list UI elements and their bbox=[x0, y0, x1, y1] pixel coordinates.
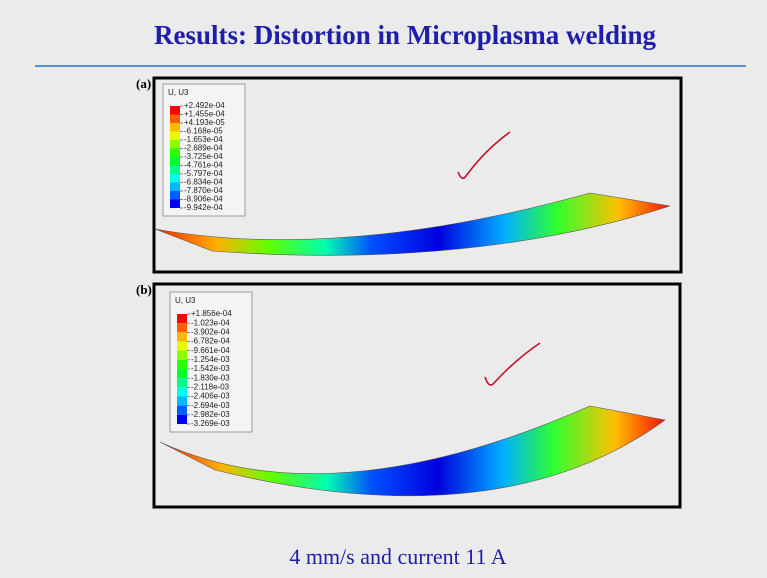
legend-swatch bbox=[170, 140, 180, 149]
legend-value: -1.254e-03 bbox=[191, 355, 230, 364]
legend-swatch bbox=[177, 387, 187, 396]
legend-swatch bbox=[177, 415, 187, 424]
legend-swatch bbox=[177, 351, 187, 360]
slide: Results: Distortion in Microplasma weldi… bbox=[0, 0, 767, 578]
legend-value: -1.023e-04 bbox=[191, 318, 230, 327]
legend-swatch bbox=[170, 191, 180, 200]
legend-title: U, U3 bbox=[168, 88, 189, 97]
legend-value: -9.661e-04 bbox=[191, 346, 230, 355]
legend-value: +1.856e-04 bbox=[191, 309, 232, 318]
legend-swatch bbox=[177, 314, 187, 323]
panel-label: (b) bbox=[136, 282, 152, 297]
legend-value: -2.406e-03 bbox=[191, 392, 230, 401]
legend-swatch bbox=[170, 132, 180, 141]
legend-swatch bbox=[170, 106, 180, 115]
legend-value: -2.982e-03 bbox=[191, 410, 230, 419]
legend-swatch bbox=[170, 115, 180, 124]
legend-swatch bbox=[177, 342, 187, 351]
panel-label: (a) bbox=[136, 76, 151, 91]
legend-value: -2.694e-03 bbox=[191, 401, 230, 410]
legend-swatch bbox=[177, 369, 187, 378]
legend-value: -1.542e-03 bbox=[191, 364, 230, 373]
legend-swatch bbox=[177, 323, 187, 332]
legend-value: -2.118e-03 bbox=[191, 382, 230, 391]
slide-title: Results: Distortion in Microplasma weldi… bbox=[154, 20, 657, 50]
legend-swatch bbox=[170, 123, 180, 132]
legend-swatch bbox=[170, 200, 180, 209]
legend-swatch bbox=[177, 406, 187, 415]
legend-swatch bbox=[177, 332, 187, 341]
legend-value: -3.902e-04 bbox=[191, 327, 230, 336]
legend-swatch bbox=[177, 360, 187, 369]
legend-value: -3.269e-03 bbox=[191, 419, 230, 428]
legend-title: U, U3 bbox=[175, 296, 196, 305]
legend-swatch bbox=[177, 397, 187, 406]
legend-swatch bbox=[177, 378, 187, 387]
legend-swatch bbox=[170, 149, 180, 158]
legend-swatch bbox=[170, 157, 180, 166]
caption: 4 mm/s and current 11 A bbox=[289, 544, 506, 569]
legend-swatch bbox=[170, 183, 180, 192]
legend-value: -9.942e-04 bbox=[184, 203, 223, 212]
legend-swatch bbox=[170, 166, 180, 175]
legend-value: -6.782e-04 bbox=[191, 337, 230, 346]
legend-swatch bbox=[170, 174, 180, 183]
legend-value: -1.830e-03 bbox=[191, 373, 230, 382]
